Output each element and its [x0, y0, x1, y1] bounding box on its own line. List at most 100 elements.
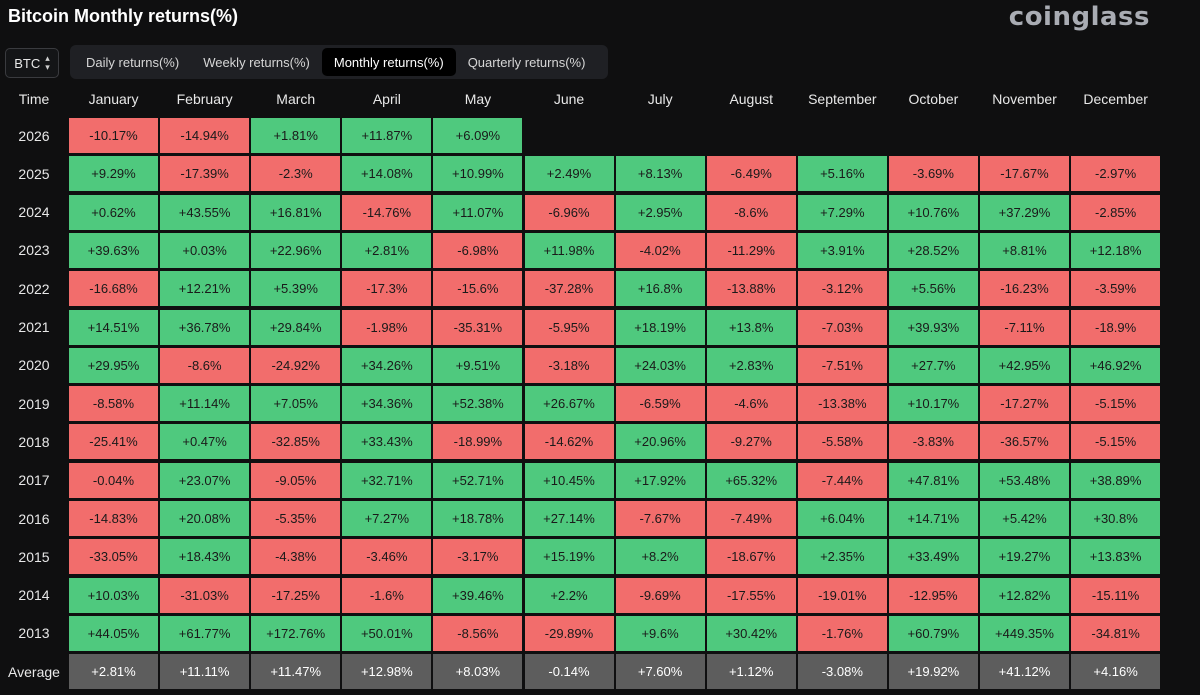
- year-label-2014: 2014: [18, 587, 50, 604]
- return-cell: +17.92%: [615, 462, 705, 498]
- return-cell: +29.95%: [69, 347, 158, 383]
- return-cell: +5.42%: [980, 501, 1069, 536]
- return-cell: +14.51%: [69, 309, 158, 345]
- month-header-july: July: [647, 91, 673, 107]
- return-cell: -29.89%: [524, 615, 614, 651]
- return-cell: +6.09%: [433, 118, 523, 153]
- return-cell: -18.67%: [706, 539, 796, 575]
- return-cell: +24.03%: [615, 347, 705, 383]
- average-cell: -3.08%: [797, 654, 887, 690]
- return-cell: +18.78%: [433, 501, 523, 536]
- return-cell: +6.04%: [797, 501, 887, 536]
- return-cell: -4.02%: [615, 232, 705, 268]
- average-cell: +41.12%: [980, 654, 1069, 690]
- return-cell: +50.01%: [342, 615, 432, 651]
- month-header-november: November: [992, 91, 1057, 107]
- return-cell: +42.95%: [980, 347, 1069, 383]
- tab-quarterly-returns[interactable]: Quarterly returns(%): [467, 54, 586, 70]
- return-cell: -4.6%: [706, 386, 796, 422]
- return-cell: -2.3%: [251, 156, 341, 192]
- return-cell: +61.77%: [160, 615, 250, 651]
- return-cell: -25.41%: [69, 424, 158, 460]
- return-cell: +10.76%: [888, 194, 978, 230]
- return-cell: -13.38%: [797, 386, 887, 422]
- return-cell: +12.21%: [160, 271, 250, 307]
- return-cell: +3.91%: [797, 232, 887, 268]
- return-cell: +13.8%: [706, 309, 796, 345]
- return-cell: +11.87%: [342, 118, 432, 153]
- return-cell: -7.11%: [980, 309, 1069, 345]
- return-cell: +1.81%: [251, 118, 341, 153]
- average-cell: -0.14%: [524, 654, 614, 690]
- return-cell: -10.17%: [69, 118, 158, 153]
- return-cell: -11.29%: [706, 232, 796, 268]
- month-header-february: February: [176, 91, 233, 107]
- return-cell: +28.52%: [888, 232, 978, 268]
- return-cell: -33.05%: [69, 539, 158, 575]
- return-cell: +36.78%: [160, 309, 250, 345]
- average-cell: +8.03%: [433, 654, 523, 690]
- return-cell: -8.6%: [160, 347, 250, 383]
- asset-select-value: BTC: [14, 55, 41, 71]
- return-cell: -17.67%: [980, 156, 1069, 192]
- return-cell: -17.27%: [980, 386, 1069, 422]
- return-cell: +10.99%: [433, 156, 523, 192]
- return-cell: -5.15%: [1071, 386, 1161, 422]
- return-cell: +47.81%: [888, 462, 978, 498]
- return-cell: -1.6%: [342, 577, 432, 613]
- return-cell: +10.45%: [524, 462, 614, 498]
- year-label-2016: 2016: [18, 510, 50, 527]
- year-label-2019: 2019: [18, 395, 50, 412]
- return-cell: -3.69%: [888, 156, 978, 192]
- return-cell: +34.36%: [342, 386, 432, 422]
- return-cell: +30.42%: [706, 615, 796, 651]
- return-cell: -5.35%: [251, 501, 341, 536]
- average-cell: +1.12%: [706, 654, 796, 690]
- return-cell: +0.03%: [160, 232, 250, 268]
- return-cell: -7.67%: [615, 501, 705, 536]
- return-cell: -1.98%: [342, 309, 432, 345]
- average-cell: +12.98%: [342, 654, 432, 690]
- asset-select[interactable]: BTC ▴ ▾: [5, 48, 59, 78]
- return-cell: +5.39%: [251, 271, 341, 307]
- return-cell: +44.05%: [69, 615, 158, 651]
- return-cell: -13.88%: [706, 271, 796, 307]
- return-cell: +172.76%: [251, 615, 341, 651]
- return-cell: +12.82%: [980, 577, 1069, 613]
- return-cell: -14.94%: [160, 118, 250, 153]
- return-cell: +39.46%: [433, 577, 523, 613]
- average-cell: +19.92%: [888, 654, 978, 690]
- return-cell: -15.11%: [1071, 577, 1161, 613]
- return-cell: -14.76%: [342, 194, 432, 230]
- year-label-2024: 2024: [18, 204, 50, 221]
- month-header-august: August: [729, 91, 774, 107]
- return-cell: +7.29%: [797, 194, 887, 230]
- return-cell: -8.56%: [433, 615, 523, 651]
- return-cell: -17.55%: [706, 577, 796, 613]
- return-cell: -3.12%: [797, 271, 887, 307]
- tab-weekly-returns[interactable]: Weekly returns(%): [203, 54, 310, 70]
- return-cell: +19.27%: [980, 539, 1069, 575]
- return-cell: +20.08%: [160, 501, 250, 536]
- return-cell: +27.7%: [888, 347, 978, 383]
- return-cell: -35.31%: [433, 309, 523, 345]
- return-cell: -7.44%: [797, 462, 887, 498]
- tab-monthly-returns[interactable]: Monthly returns(%): [321, 48, 456, 76]
- return-cell: -9.27%: [706, 424, 796, 460]
- tab-daily-returns[interactable]: Daily returns(%): [86, 54, 180, 70]
- return-cell: +10.17%: [888, 386, 978, 422]
- return-cell: -16.68%: [69, 271, 158, 307]
- return-cell: +449.35%: [980, 615, 1069, 651]
- return-cell: +2.95%: [615, 194, 705, 230]
- return-cell: +27.14%: [524, 501, 614, 536]
- month-header-june: June: [553, 91, 585, 107]
- return-cell: +2.49%: [524, 156, 614, 192]
- average-cell: +11.47%: [251, 654, 341, 690]
- return-cell: -19.01%: [797, 577, 887, 613]
- return-cell: -3.46%: [342, 539, 432, 575]
- year-label-2017: 2017: [18, 472, 50, 489]
- return-cell: +20.96%: [615, 424, 705, 460]
- return-cell: +2.81%: [342, 232, 432, 268]
- return-cell: +43.55%: [160, 194, 250, 230]
- return-cell: -7.51%: [797, 347, 887, 383]
